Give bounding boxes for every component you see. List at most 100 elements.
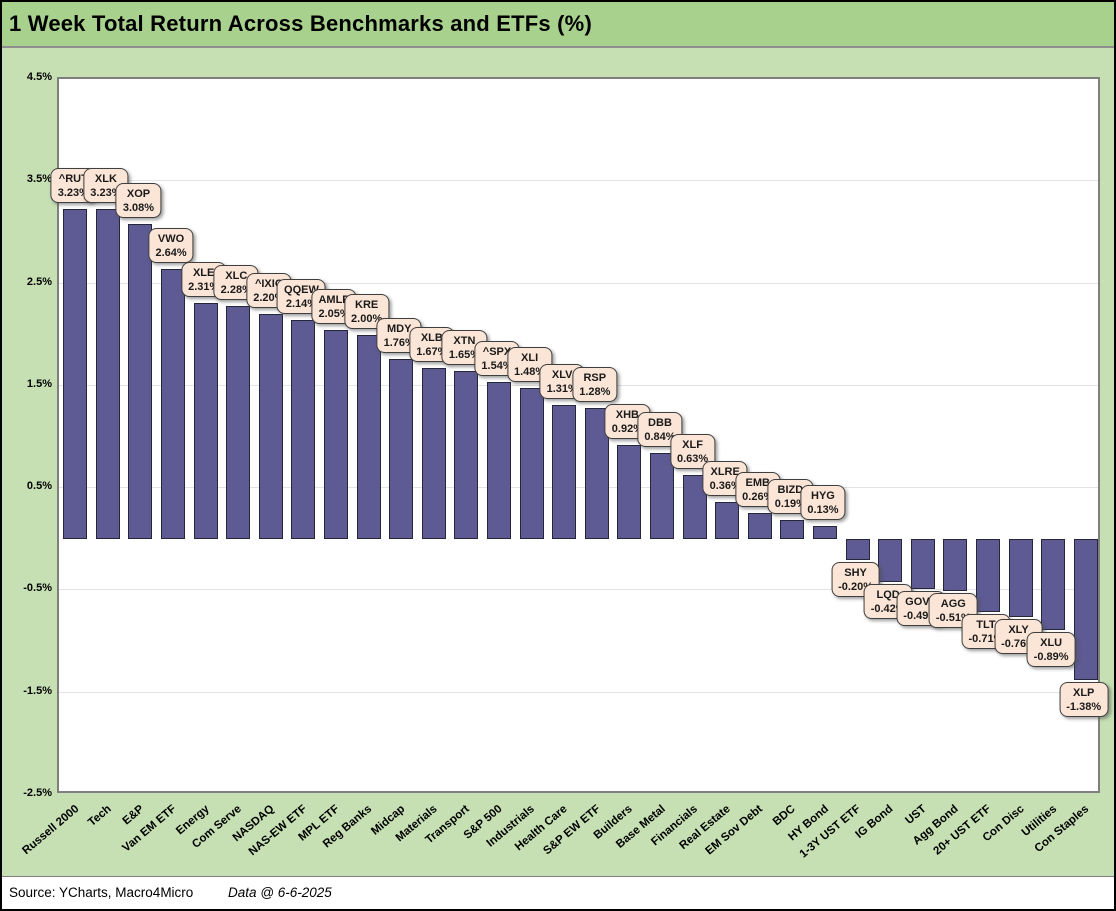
bubble-value: 0.84% [644, 431, 676, 444]
bubble-value: 3.23% [90, 186, 122, 199]
x-axis-label: BDC [771, 803, 799, 829]
bubble-ticker: DBB [648, 417, 672, 430]
bubble-value: 1.76% [383, 337, 415, 350]
y-axis-tick-label: 2.5% [26, 275, 52, 288]
bubble-ticker: XHB [615, 409, 640, 422]
data-label-bubble: VWO 2.64% [148, 228, 194, 264]
bubble-ticker: ^SPX [482, 345, 512, 358]
bar [975, 539, 1000, 612]
bubble-ticker: ^IXIC [254, 278, 283, 291]
bubble-ticker: MDY [387, 323, 412, 336]
bar [715, 502, 740, 540]
y-axis-tick-label: 4.5% [26, 71, 52, 83]
bubble-value: 3.23% [57, 186, 89, 199]
bubble-ticker: XLC [225, 270, 248, 283]
bubble-value: -0.89% [1033, 651, 1069, 664]
bar [910, 539, 935, 590]
plot-area [57, 77, 1100, 793]
bar [128, 224, 153, 540]
bubble-ticker: XLRE [710, 466, 740, 479]
gridline [59, 691, 1098, 693]
bubble-value: 1.67% [416, 346, 448, 359]
bar [845, 539, 870, 560]
bar [1041, 539, 1066, 631]
bubble-value: 1.48% [514, 365, 546, 378]
footer: Source: YCharts, Macro4Micro Data @ 6-6-… [2, 876, 1114, 909]
bubble-ticker: RSP [583, 372, 607, 385]
gridline [59, 589, 1098, 591]
bar [63, 208, 88, 540]
bar [649, 453, 674, 540]
bubble-value: 2.31% [188, 281, 220, 294]
bar [1073, 539, 1098, 681]
bar [324, 329, 349, 540]
bubble-ticker: HYG [811, 490, 835, 502]
x-axis-label: Russell 2000 [19, 803, 82, 857]
gridline [59, 180, 1098, 182]
bubble-value: 0.19% [774, 497, 806, 510]
bubble-ticker: XLF [682, 438, 703, 451]
bubble-ticker: XLV [551, 369, 573, 382]
bubble-value: 1.54% [481, 359, 513, 372]
bubble-value: 1.65% [448, 348, 481, 361]
data-label-bubble: AGG -0.51% [928, 593, 978, 629]
bar [487, 381, 512, 540]
bubble-ticker: LQD [876, 589, 900, 602]
bubble-ticker: XLY [1008, 624, 1029, 637]
bubble-value: 2.64% [155, 247, 187, 260]
bar [617, 445, 642, 540]
y-axis-tick-label: 1.5% [26, 377, 52, 390]
bar [291, 320, 316, 540]
bubble-ticker: XLE [192, 267, 215, 280]
bubble-value: 2.20% [253, 292, 285, 305]
x-axis-label: Tech [85, 803, 114, 829]
chart-area: 4.5% 3.5% 2.5% 1.5% 0.5% -0.5% -1.5% -2.5% ^RUT 3… [2, 50, 1114, 875]
bar [682, 474, 707, 540]
bubble-ticker: QQEW [284, 284, 319, 297]
bubble-ticker: GOVT [905, 596, 937, 609]
bubble-value: 0.26% [742, 490, 774, 503]
data-date-text: Data @ 6-6-2025 [228, 885, 332, 900]
bubble-value: 1.31% [546, 383, 578, 396]
bubble-ticker: XOP [126, 188, 151, 201]
source-text: Source: YCharts, Macro4Micro [9, 885, 194, 900]
bar [878, 539, 903, 583]
bubble-value: 2.00% [351, 312, 383, 325]
bubble-value: 3.08% [122, 202, 155, 215]
bubble-ticker: ^RUT [58, 172, 88, 185]
bubble-value: 2.05% [318, 307, 350, 320]
bubble-value: 0.13% [807, 504, 839, 516]
bubble-ticker: EMB [745, 476, 770, 489]
data-label-bubble: XOP 3.08% [115, 183, 162, 219]
x-axis-label: UST [903, 803, 929, 827]
bubble-ticker: KRE [355, 298, 379, 311]
bubble-value: 0.92% [611, 423, 643, 436]
bar [421, 368, 446, 540]
gridline [59, 487, 1098, 489]
bubble-ticker: XTN [453, 334, 476, 347]
bar [1008, 539, 1033, 618]
bar [95, 208, 120, 540]
bar [780, 519, 805, 540]
bar [193, 303, 218, 540]
data-label-bubble: RSP 1.28% [572, 367, 618, 403]
y-axis-tick-label: 3.5% [26, 173, 52, 186]
x-axis-label: E&P [120, 803, 147, 828]
gridline [59, 282, 1098, 284]
y-axis-tick-label: -2.5% [23, 787, 52, 799]
bar [389, 359, 414, 540]
data-label-bubble: XLU -0.89% [1026, 632, 1076, 668]
bubble-ticker: AGG [940, 598, 966, 611]
bar [812, 525, 837, 540]
bubble-ticker: SHY [844, 566, 867, 579]
bubble-ticker: VWO [157, 233, 185, 246]
bubble-value: 0.63% [676, 452, 709, 465]
bubble-ticker: AMLP [318, 293, 350, 306]
bubble-ticker: XLP [1072, 687, 1095, 700]
chart-title: 1 Week Total Return Across Benchmarks an… [9, 11, 592, 36]
bar [258, 314, 283, 540]
bubble-value: 2.14% [285, 298, 318, 311]
title-bar: 1 Week Total Return Across Benchmarks an… [2, 2, 1114, 48]
y-axis-tick-label: 0.5% [26, 480, 52, 493]
